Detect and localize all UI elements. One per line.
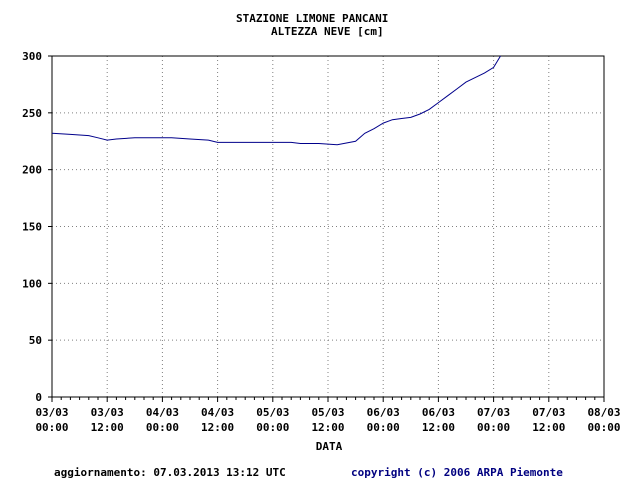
x-tick-label-date: 06/03 [422,406,455,419]
x-tick-label-date: 04/03 [146,406,179,419]
x-tick-label-date: 05/03 [256,406,289,419]
x-tick-label-date: 03/03 [91,406,124,419]
x-tick-label-time: 12:00 [91,421,124,434]
x-tick-labels: 03/03 00:00 03/03 12:00 04/03 00:00 04/03 12:00… [35,406,620,434]
x-tick-label-time: 00:00 [587,421,620,434]
y-tick-label: 0 [35,391,42,404]
x-tick-label-time: 00:00 [146,421,179,434]
plot-frame [51,55,605,398]
y-tick-label: 50 [29,334,42,347]
x-tick-label-date: 04/03 [201,406,234,419]
x-tick-label-time: 12:00 [532,421,565,434]
x-axis-label: DATA [316,440,343,453]
chart-subtitle: ALTEZZA NEVE [cm] [271,25,384,38]
y-tick-label: 150 [22,221,42,234]
series-line-snow-depth [51,55,501,146]
x-tick-label-date: 07/03 [532,406,565,419]
x-tick-label-time: 12:00 [311,421,344,434]
x-tick-label-date: 05/03 [311,406,344,419]
chart-title: STAZIONE LIMONE PANCANI [236,12,389,25]
x-tick-label-time: 00:00 [367,421,400,434]
series [51,55,501,146]
y-tick-label: 300 [22,50,42,63]
axes [48,55,605,402]
copyright-notice: copyright (c) 2006 ARPA Piemonte [351,466,563,479]
y-tick-labels: 0 50 100 150 200 250 300 [22,50,42,404]
x-tick-label-time: 12:00 [422,421,455,434]
y-tick-label: 250 [22,107,42,120]
x-tick-label-date: 03/03 [35,406,68,419]
x-tick-label-time: 12:00 [201,421,234,434]
x-tick-label-date: 07/03 [477,406,510,419]
x-tick-label-time: 00:00 [477,421,510,434]
x-tick-label-date: 08/03 [587,406,620,419]
y-tick-label: 200 [22,164,42,177]
x-tick-label-time: 00:00 [35,421,68,434]
x-tick-label-time: 00:00 [256,421,289,434]
grid [52,55,605,397]
x-tick-label-date: 06/03 [367,406,400,419]
y-tick-label: 100 [22,277,42,290]
update-timestamp: aggiornamento: 07.03.2013 13:12 UTC [54,466,286,479]
